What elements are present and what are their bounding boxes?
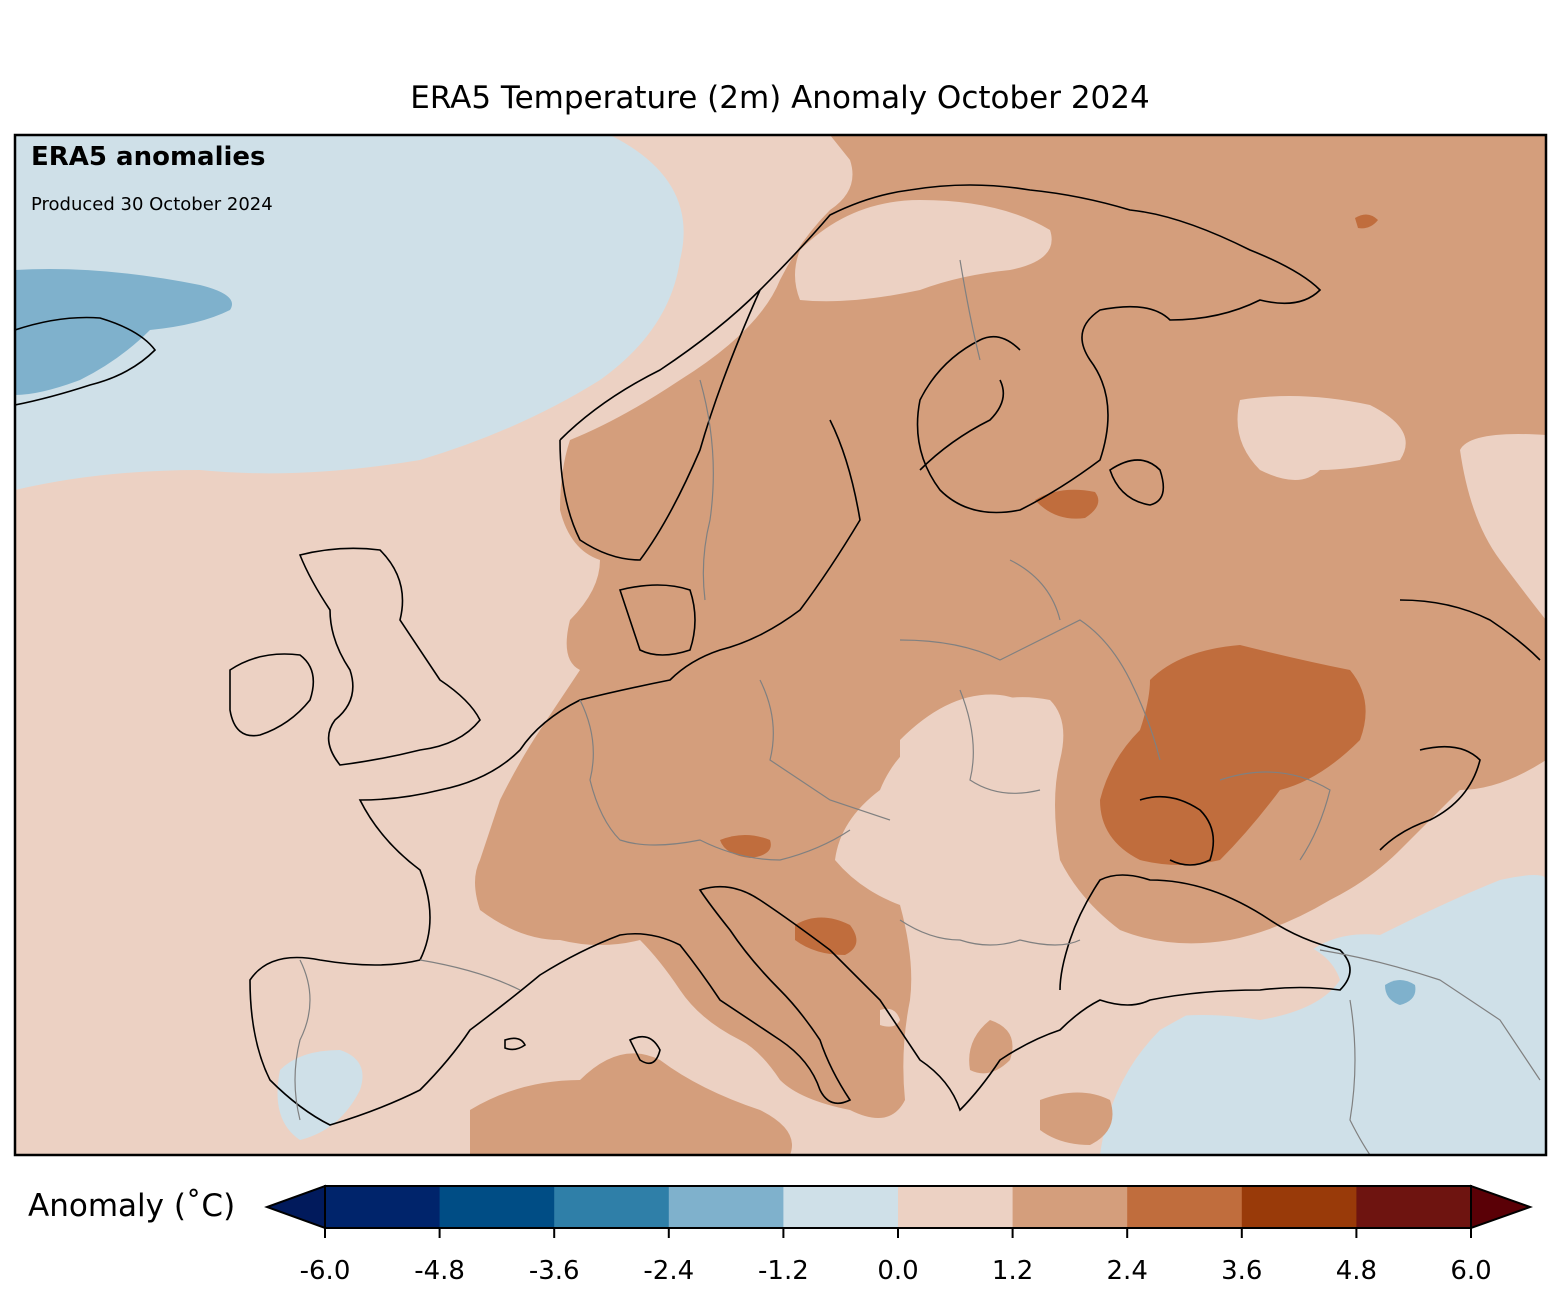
colorbar-tick-label: 0.0 — [877, 1256, 918, 1286]
colorbar-label: Anomaly (˚C) — [28, 1188, 235, 1224]
brand-label: ERA5 anomalies — [31, 142, 266, 172]
colorbar-segment — [783, 1186, 898, 1228]
colorbar-segment — [898, 1186, 1013, 1228]
colorbar-tick-label: -3.6 — [529, 1256, 580, 1286]
colorbar-segment — [1356, 1186, 1471, 1228]
colorbar-tick-label: 1.2 — [992, 1256, 1033, 1286]
colorbar-segment — [669, 1186, 784, 1228]
weak-warm-black-sea — [1070, 940, 1340, 1020]
produced-date: Produced 30 October 2024 — [31, 194, 273, 215]
colorbar-segment — [1013, 1186, 1128, 1228]
colorbar-tick-label: 3.6 — [1221, 1256, 1262, 1286]
colorbar-segment — [440, 1186, 555, 1228]
colorbar-tick-label: -2.4 — [643, 1256, 694, 1286]
colorbar-tick-label: 4.8 — [1336, 1256, 1377, 1286]
colorbar-segment — [554, 1186, 669, 1228]
colorbar — [267, 1186, 1530, 1238]
colorbar-tick-label: -1.2 — [758, 1256, 809, 1286]
colorbar-extend-min — [267, 1186, 325, 1228]
colorbar-tick-label: -4.8 — [414, 1256, 465, 1286]
colorbar-segment — [1242, 1186, 1357, 1228]
colorbar-tick-label: 2.4 — [1107, 1256, 1148, 1286]
colorbar-extend-max — [1471, 1186, 1530, 1228]
colorbar-segment — [1127, 1186, 1242, 1228]
colorbar-tick-label: 6.0 — [1450, 1256, 1491, 1286]
map-field — [15, 135, 1546, 1155]
colorbar-segment — [325, 1186, 440, 1228]
colorbar-tick-label: -6.0 — [300, 1256, 351, 1286]
